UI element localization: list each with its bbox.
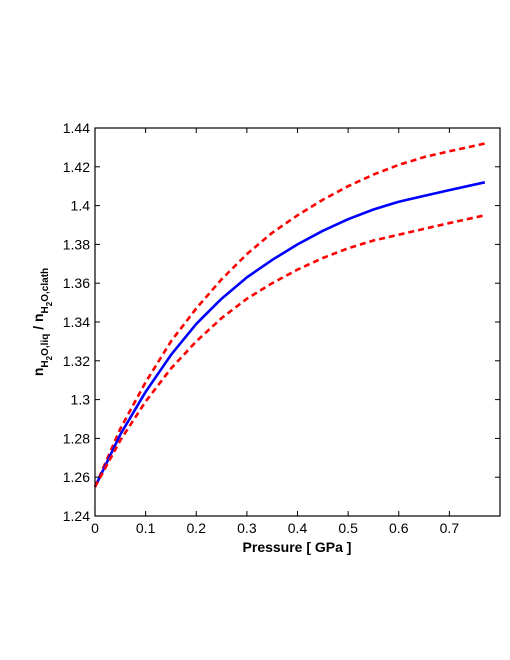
- series-line-0: [93, 142, 486, 488]
- series-line-2: [93, 214, 486, 488]
- y-tick-label: 1.32: [63, 353, 90, 369]
- y-tick-label: 1.34: [63, 314, 90, 330]
- x-tick-label: 0.1: [136, 520, 156, 536]
- y-tick-label: 1.26: [63, 469, 90, 485]
- y-tick-label: 1.3: [71, 392, 91, 408]
- y-tick-label: 1.28: [63, 430, 90, 446]
- y-axis-label: nH2O,liq / nH2O,clath: [30, 268, 54, 376]
- x-tick-label: 0.5: [338, 520, 358, 536]
- series-line-1: [93, 181, 486, 488]
- x-axis-label: Pressure [ GPa ]: [243, 539, 352, 555]
- y-tick-label: 1.4: [71, 198, 91, 214]
- x-tick-label: 0.7: [440, 520, 460, 536]
- x-tick-label: 0.2: [187, 520, 207, 536]
- y-tick-label: 1.36: [63, 275, 90, 291]
- plot-frame: [94, 127, 501, 517]
- x-tick-label: 0.6: [389, 520, 409, 536]
- x-tick-label: 0.4: [288, 520, 308, 536]
- x-tick-label: 0.3: [237, 520, 257, 536]
- x-tick-label: 0: [91, 520, 99, 536]
- y-tick-label: 1.24: [63, 508, 90, 524]
- ticks-layer: 0 0.1 0.2 0.3 0.4 0.5 0.6 0.7 1.24 1.26 1.28 1.3 1.3…: [63, 120, 500, 536]
- y-tick-label: 1.38: [63, 236, 90, 252]
- series-layer: [93, 142, 486, 488]
- y-tick-label: 1.42: [63, 159, 90, 175]
- y-tick-label: 1.44: [63, 120, 90, 136]
